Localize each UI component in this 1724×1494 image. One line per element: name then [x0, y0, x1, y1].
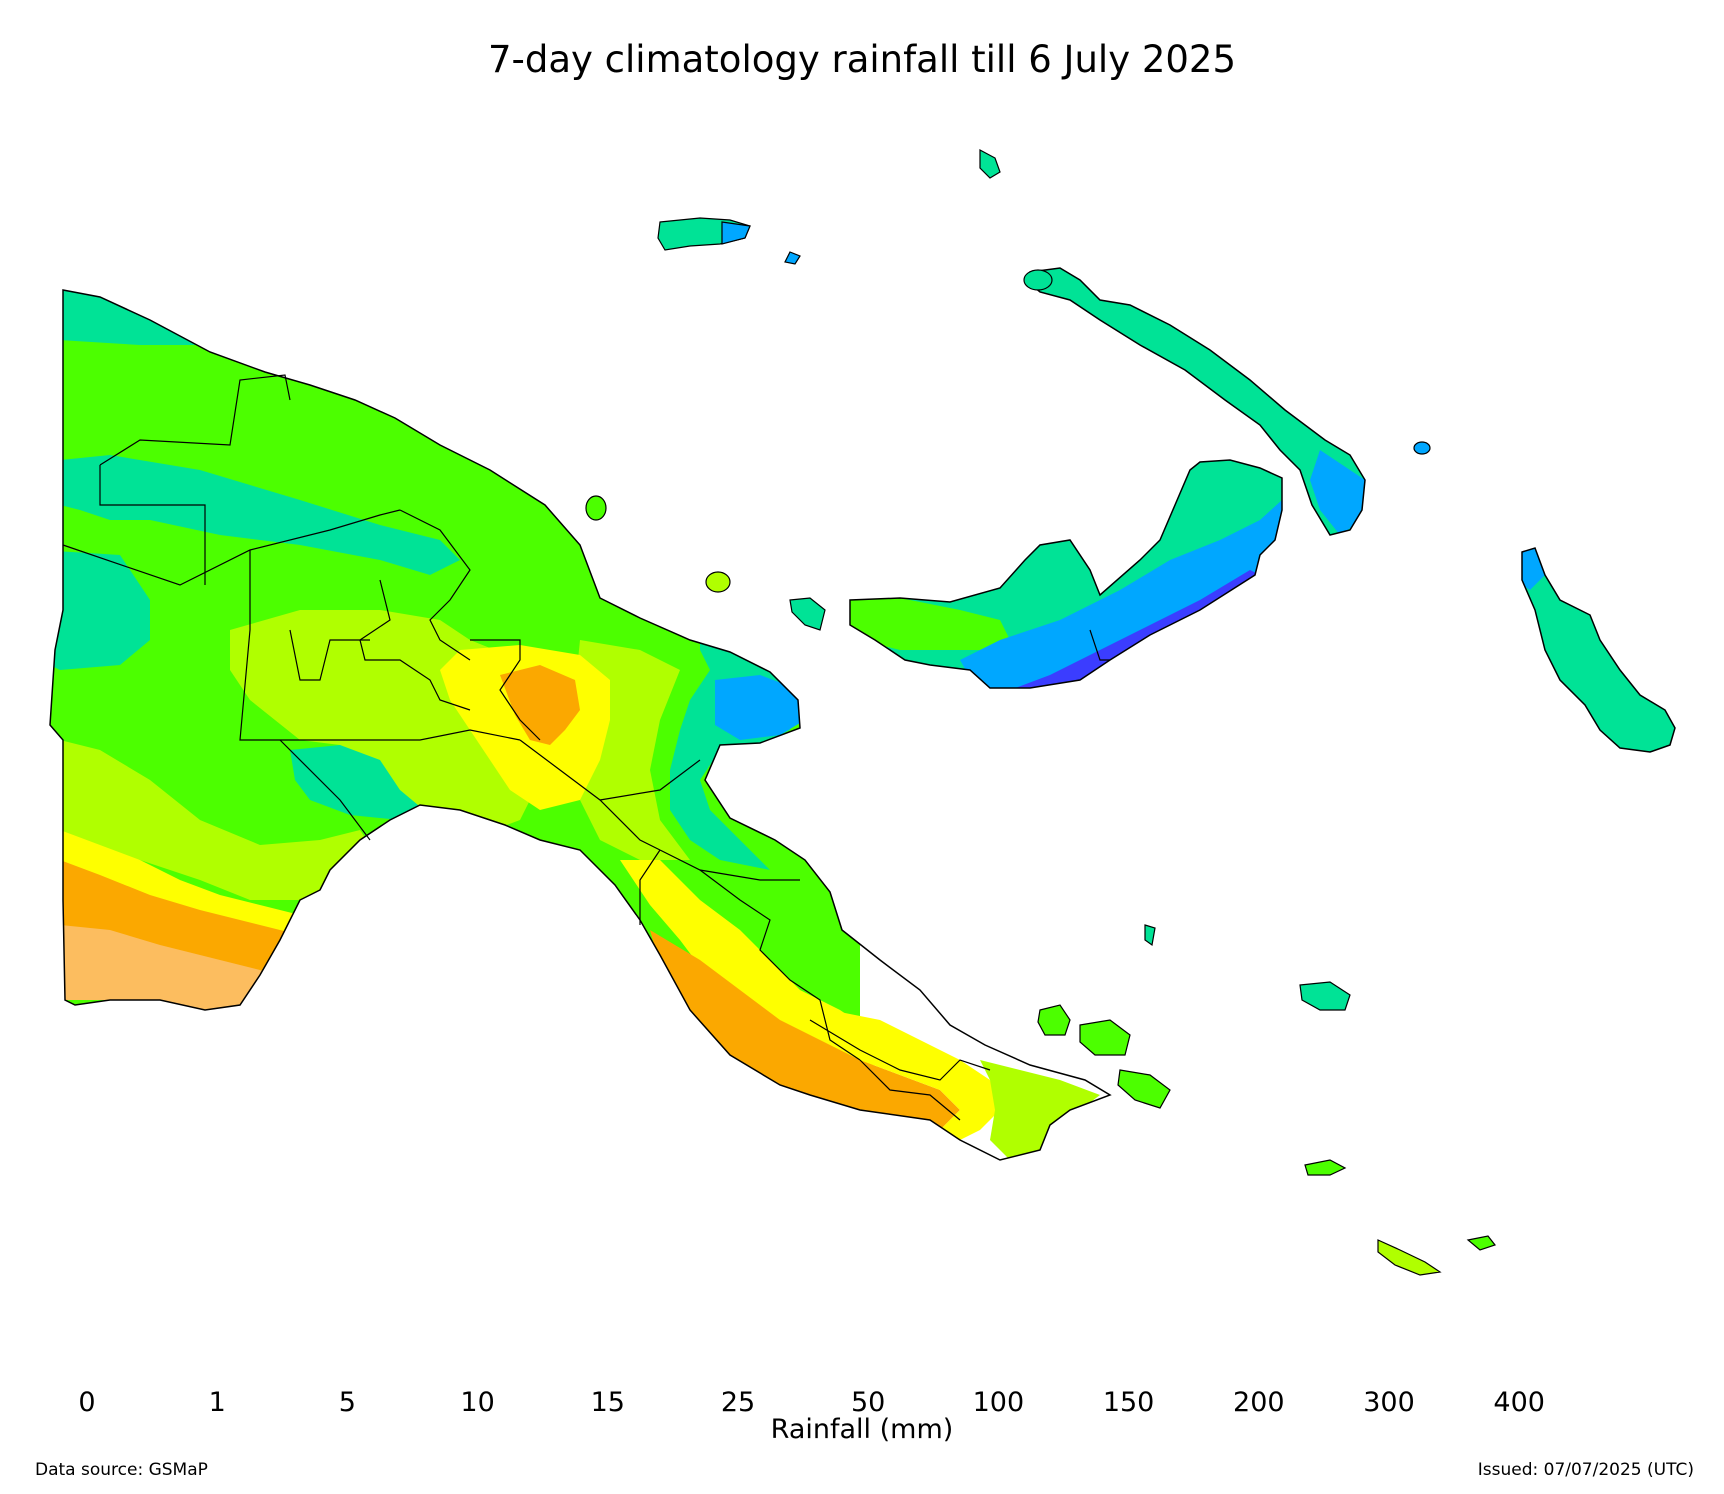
small-islands: [585, 269, 1496, 1276]
colorbar-tick-label: 50: [851, 1387, 886, 1418]
colorbar-tick-label: 100: [972, 1387, 1025, 1418]
colorbar-tick-label: 25: [720, 1387, 756, 1418]
zone-100-150-huon: [715, 675, 805, 740]
bougainville-rainfall: [1521, 547, 1676, 753]
issued-date: Issued: 07/07/2025 (UTC): [1477, 1460, 1694, 1480]
colorbar-tick-label: 400: [1493, 1387, 1545, 1418]
zone-150-200-newbritain: [1010, 570, 1270, 688]
colorbar-tick-label: 10: [460, 1387, 495, 1418]
colorbar-tick-label: 1: [208, 1387, 226, 1418]
rainfall-map: [49, 149, 1676, 1276]
colorbar-tick-label: 150: [1102, 1387, 1155, 1418]
colorbar-label: Rainfall (mm): [770, 1414, 954, 1445]
province-boundaries: [62, 374, 991, 1121]
new-britain-rainfall: [849, 459, 1283, 689]
data-source: Data source: GSMaP: [35, 1460, 208, 1480]
mainland-rainfall: [49, 289, 1112, 1161]
colorbar-tick-label: 300: [1363, 1387, 1415, 1418]
zone-100-150-newbritain: [960, 500, 1282, 688]
colorbar-tick-label: 0: [78, 1387, 96, 1418]
colorbar-tick-label: 200: [1233, 1387, 1285, 1418]
map-title: 7-day climatology rainfall till 6 July 2…: [487, 38, 1237, 81]
colorbar-tick-label: 5: [338, 1387, 356, 1418]
zone-5-10-highlands: [500, 665, 580, 745]
colorbar-tick-label: 15: [590, 1387, 625, 1418]
manus-islands: [657, 149, 1001, 265]
